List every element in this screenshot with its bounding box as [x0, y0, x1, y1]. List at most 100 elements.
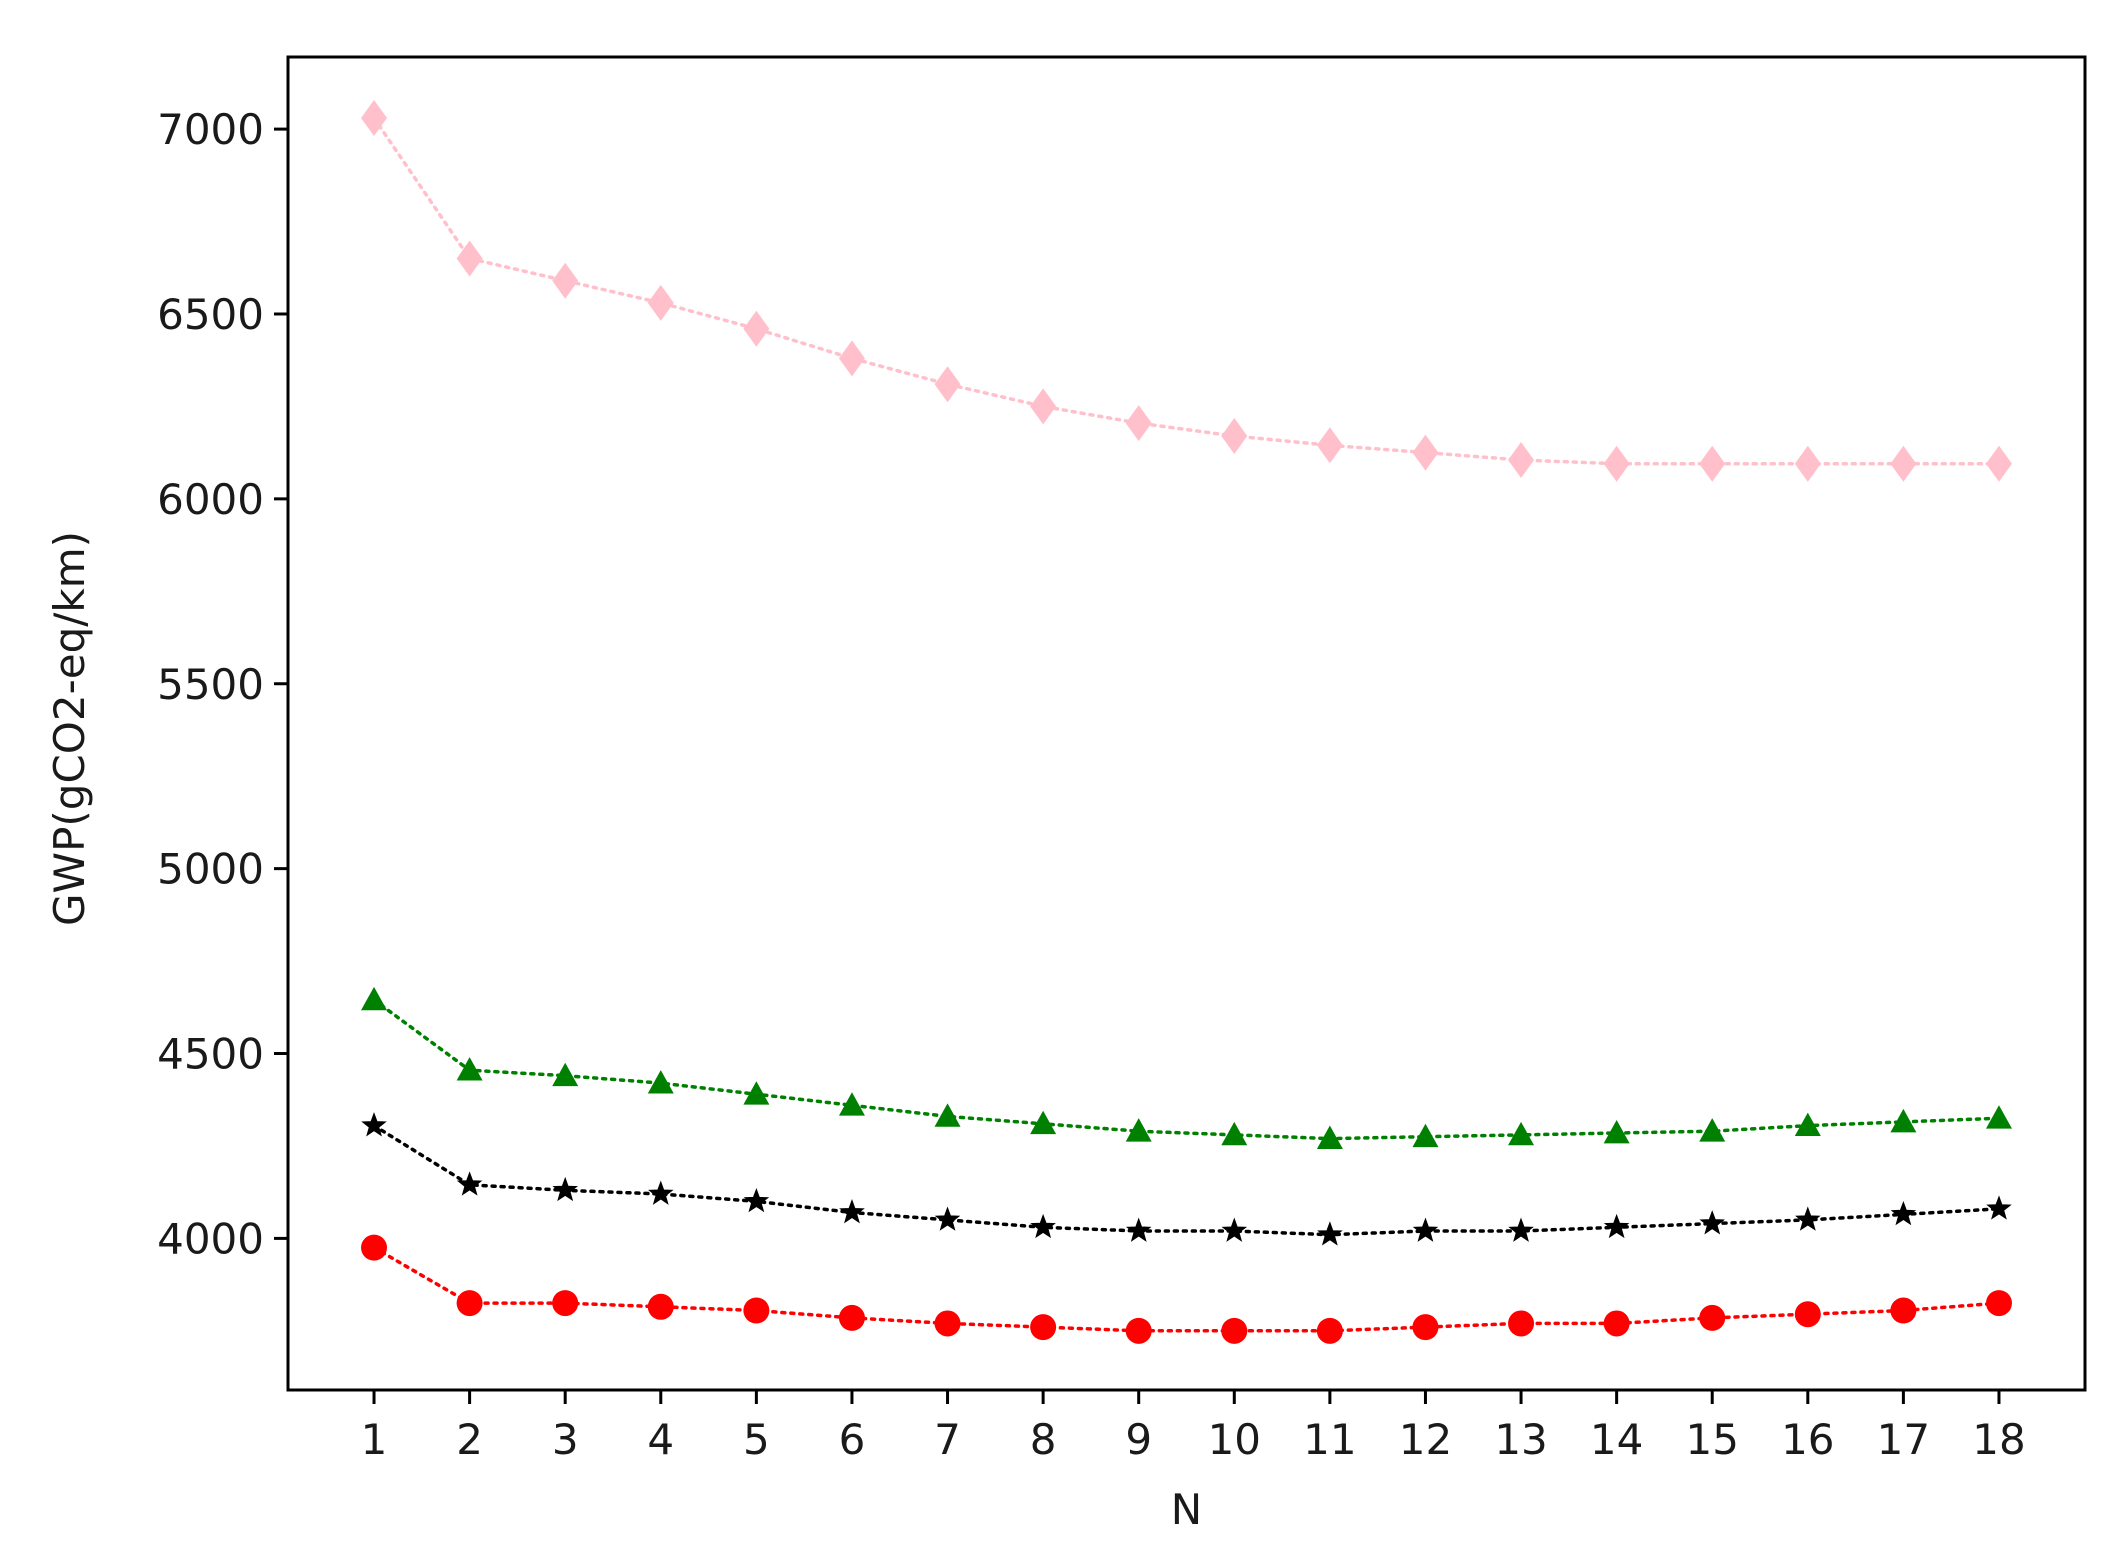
data-point-circle [934, 1310, 961, 1337]
series-line [372, 1123, 2001, 1237]
data-point-diamond [1508, 442, 1535, 479]
data-point-star [361, 1112, 387, 1137]
series-line [372, 998, 2001, 1141]
x-tick-label: 14 [1590, 1415, 1643, 1464]
data-point-circle [1985, 1290, 2012, 1317]
data-point-triangle [934, 1103, 961, 1127]
data-point-triangle [456, 1057, 483, 1081]
data-point-star [1317, 1221, 1343, 1246]
data-point-diamond [552, 262, 579, 299]
data-point-diamond [1316, 427, 1343, 464]
data-point-star [648, 1180, 674, 1205]
data-point-circle [1699, 1304, 1726, 1331]
data-point-diamond [1985, 445, 2012, 482]
data-point-triangle [1794, 1112, 1821, 1137]
x-tick-label: 6 [839, 1415, 866, 1464]
x-tick-label: 4 [647, 1415, 674, 1464]
data-point-triangle [1030, 1110, 1057, 1135]
data-point-circle [1412, 1314, 1439, 1341]
series-line [372, 1245, 2001, 1333]
data-point-circle [1221, 1317, 1248, 1344]
x-tick-label: 15 [1685, 1415, 1738, 1464]
data-point-triangle [1699, 1118, 1726, 1142]
data-point-triangle [1603, 1120, 1630, 1144]
data-point-diamond [361, 100, 388, 137]
data-point-circle [1890, 1297, 1917, 1324]
data-point-triangle [647, 1070, 674, 1094]
data-point-circle [838, 1304, 865, 1331]
data-point-circle [647, 1293, 674, 1320]
data-point-star [1986, 1195, 2012, 1220]
data-point-circle [1316, 1317, 1343, 1344]
data-point-diamond [934, 366, 961, 403]
y-axis-title: GWP(gCO2-eq/km) [45, 531, 94, 926]
data-point-diamond [1794, 445, 1821, 482]
data-point-star [552, 1176, 578, 1202]
data-point-triangle [1125, 1118, 1152, 1142]
data-point-triangle [1412, 1123, 1439, 1148]
y-tick-label: 7000 [157, 105, 264, 154]
data-point-diamond [1412, 434, 1439, 471]
x-tick-label: 2 [456, 1415, 483, 1464]
data-point-diamond [647, 284, 674, 321]
data-point-circle [1125, 1317, 1152, 1344]
data-point-diamond [1890, 445, 1917, 482]
data-point-star [1030, 1213, 1056, 1239]
data-point-diamond [1699, 445, 1726, 482]
y-tick-label: 4000 [157, 1214, 264, 1263]
data-point-star [1603, 1213, 1630, 1239]
x-tick-label: 8 [1030, 1415, 1057, 1464]
data-point-circle [552, 1290, 579, 1317]
series-triangle [361, 986, 2012, 1149]
y-tick-label: 5000 [157, 845, 264, 894]
y-tick-label: 6500 [157, 290, 264, 339]
data-point-triangle [743, 1081, 770, 1105]
series-circle [361, 1234, 2012, 1344]
series-diamond [361, 100, 2012, 482]
x-tick-label: 7 [934, 1415, 961, 1464]
data-point-circle [361, 1234, 388, 1261]
y-tick-label: 6000 [157, 475, 264, 524]
axes-layer: 1 2 3 4 5 6 7 8 9 10 11 12 13 14 15 16 17 184000450050005… [157, 105, 2026, 1464]
x-tick-label: 5 [743, 1415, 770, 1464]
series-star [361, 1112, 2012, 1246]
data-point-triangle [1221, 1121, 1248, 1146]
data-point-triangle [1316, 1125, 1343, 1149]
data-point-star [1508, 1217, 1534, 1242]
data-point-circle [1794, 1301, 1821, 1328]
data-point-star [1412, 1217, 1439, 1242]
x-tick-label: 1 [361, 1415, 388, 1464]
data-point-star [743, 1187, 770, 1213]
x-tick-label: 3 [552, 1415, 579, 1464]
data-point-circle [743, 1297, 770, 1324]
data-point-diamond [456, 240, 483, 277]
data-point-circle [1508, 1310, 1535, 1337]
x-tick-label: 17 [1877, 1415, 1930, 1464]
x-tick-label: 11 [1303, 1415, 1356, 1464]
x-tick-label: 18 [1972, 1415, 2025, 1464]
data-point-star [1699, 1210, 1725, 1235]
data-point-star [1125, 1217, 1152, 1242]
x-tick-label: 16 [1781, 1415, 1834, 1464]
x-tick-label: 12 [1399, 1415, 1452, 1464]
data-point-star [1221, 1217, 1248, 1242]
data-point-star [456, 1171, 483, 1196]
plot-frame [286, 55, 2087, 1392]
data-point-diamond [1125, 405, 1152, 442]
x-tick-label: 10 [1208, 1415, 1261, 1464]
x-tick-label: 9 [1125, 1415, 1152, 1464]
data-point-circle [1603, 1310, 1630, 1337]
x-axis-title: N [1171, 1485, 1202, 1534]
data-point-circle [456, 1290, 483, 1317]
data-point-diamond [1030, 388, 1057, 425]
data-point-triangle [838, 1092, 865, 1116]
data-point-triangle [552, 1062, 579, 1087]
y-tick-label: 5500 [157, 660, 264, 709]
data-point-diamond [1221, 418, 1248, 455]
data-point-triangle [1508, 1121, 1535, 1146]
y-tick-label: 4500 [157, 1030, 264, 1079]
data-point-triangle [1985, 1105, 2012, 1129]
data-point-star [839, 1199, 865, 1224]
